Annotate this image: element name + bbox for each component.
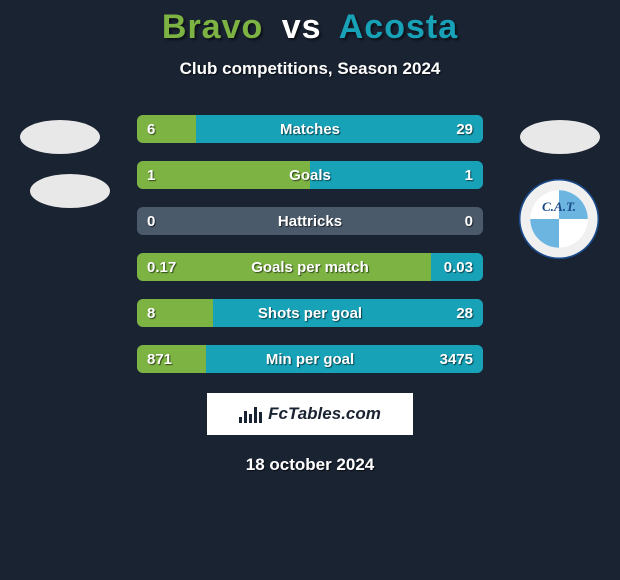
stat-row: 828Shots per goal [137, 299, 483, 327]
attribution-text: FcTables.com [268, 404, 381, 424]
stat-label: Goals [137, 167, 483, 184]
svg-text:C.A.T.: C.A.T. [542, 199, 576, 214]
player1-name: Bravo [162, 8, 263, 46]
stat-label: Hattricks [137, 213, 483, 230]
competition-subtitle: Club competitions, Season 2024 [180, 59, 441, 79]
stat-label: Matches [137, 121, 483, 138]
vs-text: vs [282, 8, 322, 46]
page-title: Bravo vs Acosta [162, 8, 458, 47]
player1-club-badge-1 [20, 120, 100, 154]
stat-row: 629Matches [137, 115, 483, 143]
attribution-badge: FcTables.com [207, 393, 413, 435]
stat-label: Shots per goal [137, 305, 483, 322]
date-text: 18 october 2024 [246, 455, 375, 475]
stat-row: 11Goals [137, 161, 483, 189]
stat-label: Goals per match [137, 259, 483, 276]
stat-row: 00Hattricks [137, 207, 483, 235]
player2-club-badge-2: C.A.T. [518, 178, 600, 260]
player1-club-badge-2 [30, 174, 110, 208]
stat-row: 8713475Min per goal [137, 345, 483, 373]
stats-comparison: 629Matches 11Goals 00Hattricks 0.170.03Goal… [137, 115, 483, 373]
player2-club-badge-1 [520, 120, 600, 154]
player2-name: Acosta [339, 8, 458, 46]
stat-label: Min per goal [137, 351, 483, 368]
stat-row: 0.170.03Goals per match [137, 253, 483, 281]
chart-icon [239, 405, 262, 423]
